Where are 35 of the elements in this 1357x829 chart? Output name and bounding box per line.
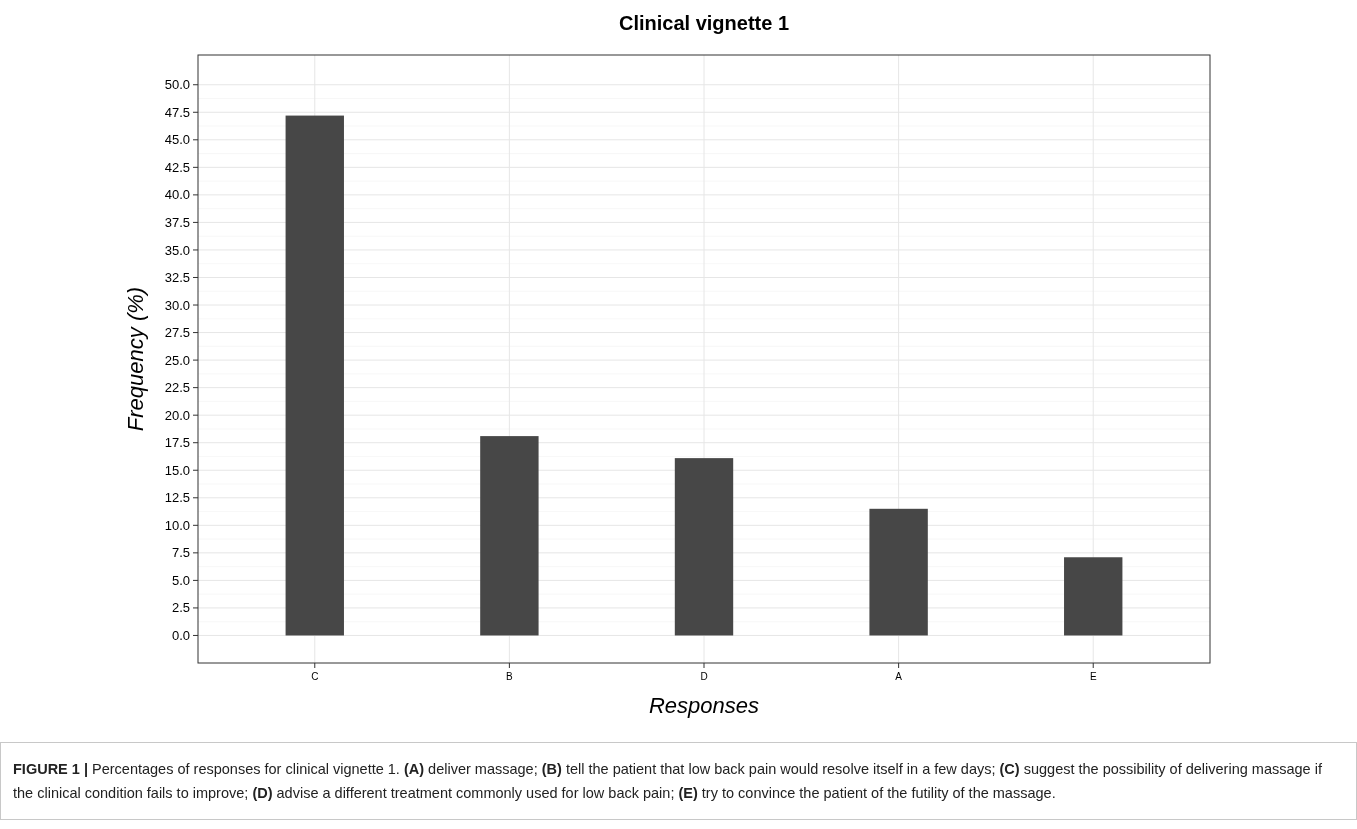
x-tick-label: E	[1089, 671, 1097, 682]
x-tick-label: D	[700, 671, 708, 682]
y-tick-label: 15.0	[164, 462, 190, 478]
y-tick-label: 42.5	[164, 159, 190, 175]
bar	[869, 508, 928, 636]
y-tick-label: 12.5	[164, 490, 190, 506]
x-tick-label: A	[895, 671, 903, 682]
y-tick-label: 35.0	[164, 242, 190, 258]
bar	[1064, 557, 1123, 636]
y-tick-label: 37.5	[164, 214, 190, 230]
y-tick-label: 30.0	[164, 297, 190, 313]
y-axis-title: Frequency (%)	[123, 286, 148, 432]
x-tick-label: C	[311, 671, 319, 682]
y-tick-label: 2.5	[171, 600, 190, 616]
y-tick-label: 5.0	[171, 572, 190, 588]
y-tick-label: 45.0	[164, 132, 190, 148]
y-tick-label: 0.0	[171, 628, 190, 644]
y-tick-label: 50.0	[164, 77, 190, 93]
y-tick-label: 32.5	[164, 270, 190, 286]
y-tick-label: 20.0	[164, 407, 190, 423]
caption-frame: FIGURE 1 | Percentages of responses for clinical vignette 1. (A) deliver massage; (B) tell the patient that low back pain would resolve itself in a few days; (C) suggest the possibility of delivering massage if the clinical condition fails to improve; (D) advise a different treatment commonly used for low back pain; (E) try to convince the patient of the futility of the massage.	[0, 742, 1357, 820]
bar	[480, 436, 539, 636]
y-tick-label: 10.0	[164, 517, 190, 533]
x-tick-label: B	[506, 671, 514, 682]
y-tick-label: 25.0	[164, 352, 190, 368]
bar	[674, 458, 734, 636]
y-tick-label: 22.5	[164, 380, 190, 396]
y-tick-label: 47.5	[164, 104, 190, 120]
y-tick-label: 27.5	[164, 325, 190, 341]
y-tick-label: 7.5	[171, 545, 190, 561]
bar	[285, 115, 344, 636]
x-axis-title: Responses	[648, 693, 760, 718]
chart-title: Clinical vignette 1	[618, 12, 790, 34]
y-tick-label: 17.5	[164, 435, 190, 451]
y-tick-label: 40.0	[164, 187, 190, 203]
